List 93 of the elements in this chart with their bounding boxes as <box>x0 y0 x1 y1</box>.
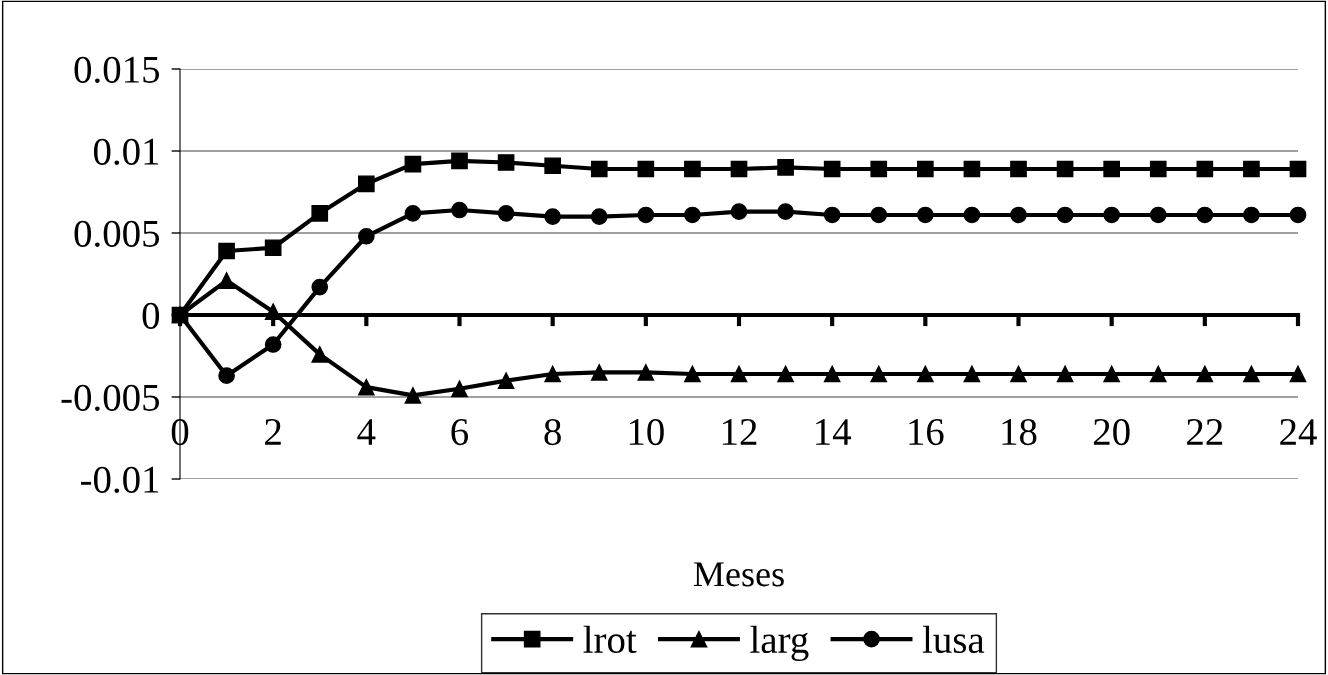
y-tick-label: 0.005 <box>74 220 160 248</box>
point <box>497 372 515 389</box>
point <box>1056 160 1074 178</box>
x-tick-label: 20 <box>1093 418 1130 446</box>
point <box>730 160 748 178</box>
legend-label: larg <box>750 625 809 662</box>
legend-label: lrot <box>583 625 637 654</box>
point <box>1196 365 1214 383</box>
point <box>1103 365 1121 383</box>
x-tick-label: 6 <box>451 419 469 446</box>
point <box>963 160 981 178</box>
point <box>823 206 841 224</box>
point <box>1149 160 1167 178</box>
point <box>311 204 329 222</box>
point <box>218 367 235 385</box>
point <box>451 152 468 170</box>
point <box>637 364 655 381</box>
point <box>963 206 981 224</box>
y-tick-label: -0.01 <box>81 466 159 494</box>
point <box>1149 206 1167 224</box>
point <box>1243 365 1260 383</box>
point <box>823 160 841 178</box>
point <box>1289 206 1307 224</box>
point <box>870 365 888 383</box>
point <box>544 365 562 383</box>
point <box>357 227 375 245</box>
point <box>497 154 515 171</box>
point <box>684 206 701 224</box>
x-tick-label: 24 <box>1280 419 1317 445</box>
point <box>1010 206 1027 224</box>
point <box>1196 206 1214 224</box>
point <box>1149 365 1167 383</box>
point <box>916 160 934 178</box>
legend-label: lusa <box>922 625 985 654</box>
point <box>1010 365 1027 383</box>
x-tick-label: 16 <box>909 419 944 446</box>
point <box>311 346 329 363</box>
point <box>777 203 794 221</box>
x-tick-label: 22 <box>1187 419 1223 445</box>
point <box>590 364 608 381</box>
point <box>404 204 422 222</box>
point <box>1010 160 1027 178</box>
y-tick-label: 0.01 <box>93 138 159 166</box>
x-tick-label: 4 <box>357 419 376 445</box>
point <box>590 208 608 225</box>
point <box>1103 206 1121 224</box>
point <box>264 239 282 257</box>
y-tick-label: 0 <box>142 302 160 329</box>
y-tick-label: -0.005 <box>61 384 160 412</box>
point <box>870 160 888 178</box>
point <box>684 160 701 178</box>
point <box>730 365 748 383</box>
point <box>357 378 375 396</box>
point <box>590 160 608 178</box>
point <box>823 365 841 383</box>
x-tick-label: 18 <box>1002 418 1037 446</box>
point <box>311 278 329 296</box>
point <box>777 159 794 176</box>
point <box>963 365 981 383</box>
x-tick-label: 2 <box>265 419 281 445</box>
point <box>1243 206 1260 224</box>
point <box>916 206 934 224</box>
point <box>404 387 422 404</box>
point <box>357 175 375 193</box>
x-tick-label: 14 <box>816 419 851 445</box>
point <box>451 380 468 398</box>
point <box>218 272 235 289</box>
point <box>637 160 655 178</box>
point <box>870 206 888 224</box>
point <box>404 155 422 173</box>
point <box>916 365 934 383</box>
point <box>1289 160 1307 178</box>
point <box>684 365 701 383</box>
point <box>1056 365 1074 383</box>
point <box>544 208 562 225</box>
x-tick-label: 10 <box>629 418 664 446</box>
point <box>777 365 794 383</box>
point <box>1289 365 1307 383</box>
point <box>544 157 562 175</box>
point <box>637 206 655 224</box>
point <box>497 204 515 222</box>
point <box>451 201 468 219</box>
point <box>218 242 235 260</box>
point <box>1243 160 1260 178</box>
point <box>730 203 748 221</box>
point <box>1103 160 1121 178</box>
y-tick-label: 0.015 <box>74 56 160 84</box>
point <box>1196 160 1214 178</box>
point <box>264 336 282 353</box>
x-tick-label: 12 <box>722 419 757 445</box>
x-axis-title: Meses <box>693 562 784 587</box>
point <box>1056 206 1074 224</box>
x-tick-label: 8 <box>544 418 561 446</box>
